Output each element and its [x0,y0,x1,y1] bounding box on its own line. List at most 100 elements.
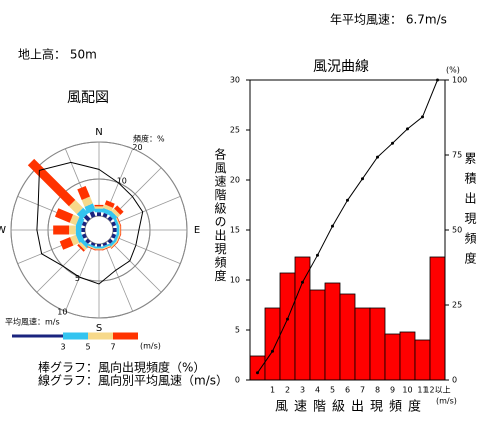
legend-title: 平均風速：m/s [5,317,60,327]
rose-bar [108,239,117,248]
rose-bar [83,214,91,222]
rose-r-label: 頻度：% [133,134,165,144]
note: 棒グラフ：風向出現頻度（%） [38,360,205,375]
note: 線グラフ：風向別平均風速（m/s） [38,373,228,388]
rose-bar [90,242,96,247]
line-marker [436,78,439,82]
rose-bar [75,216,85,228]
rose-bar [107,238,113,244]
bar [339,293,356,381]
line-marker [406,127,409,131]
rose-bar [116,217,121,227]
rose-bar [102,242,108,247]
legend-tick: 5 [85,343,90,352]
rose-bar [54,208,74,223]
rose-title: 風配図 [67,90,109,106]
hist-title: 風況曲線 [313,59,369,75]
r-tick-label: 10 [117,177,127,186]
line-marker [331,224,334,228]
y2-unit: (%) [446,66,460,75]
ring [47,178,151,282]
line-marker [346,198,349,202]
ring [10,141,188,319]
speed-line [36,161,144,285]
rose-bar [81,196,93,207]
rose-bar [117,234,122,243]
y-tick-label: 10 [230,276,240,285]
y2-tick-label: 0 [452,376,457,385]
legend-tick: 3 [60,343,65,352]
rose-bar [110,241,118,249]
bar [279,272,296,381]
rose-bar [81,221,87,227]
x-tick-label: 9 [390,386,395,395]
x-tick-label: 11 [417,386,427,395]
bar [294,256,311,381]
rose-bar [69,225,76,235]
rose-bar [53,225,70,235]
rose-bar [101,207,112,216]
mean-wind: 年平均風速： 6.7m/s [330,13,447,27]
rose-bar [120,225,122,235]
rose-bar [94,249,104,251]
rose-bar [27,158,76,207]
x-unit: (m/s) [436,397,457,406]
line-marker [256,371,259,375]
x-tick-label: 4 [315,386,320,395]
y-tick-label: 25 [230,126,240,135]
rose-bar [85,238,91,244]
rose-bar [94,248,104,250]
rose-bar [102,246,111,251]
rose-bar [76,207,89,220]
direction-label: N [95,127,102,138]
bar [399,331,416,381]
x-tick-label: 1 [270,386,275,395]
line-marker [421,115,424,119]
legend-swatch [88,332,113,340]
y2-tick-label: 100 [452,76,467,85]
rose-bar [97,212,101,216]
bar [309,289,326,381]
r-tick-label: 20 [132,143,142,152]
rose-bar [104,200,115,208]
rose-bar [111,208,121,218]
rose-bar [113,228,117,232]
x-tick-label: 10 [402,386,412,395]
rose-bar [94,204,104,207]
rose-bar [75,225,82,235]
bar [414,339,431,381]
rose-bar [78,241,88,251]
line-marker [301,280,304,284]
rose-bar [103,204,114,212]
rose-bar [108,211,118,221]
direction-label: E [194,225,200,236]
y2-tick-label: 75 [452,151,462,160]
y-tick-label: 15 [230,226,240,235]
legend-swatch [113,332,138,340]
rose-bar [81,233,87,239]
direction-label: S [96,323,102,334]
legend-unit: (m/s) [140,342,161,351]
legend-swatch [63,332,88,340]
rose-bar [113,218,120,228]
x-tick-label: 3 [300,386,305,395]
rose-bar [69,214,80,226]
bar [324,282,341,381]
y-tick-label: 0 [235,376,240,385]
rose-bar [116,225,120,235]
rose-bar [77,185,91,200]
rose-bar [116,233,121,243]
x-tick-label: 12以上 [424,386,450,395]
rose-bar [81,228,85,232]
rose-inner [84,215,114,245]
legend-swatch [12,334,63,338]
line-marker [316,253,319,257]
y-tick-label: 30 [230,76,240,85]
rose-bar [107,216,113,222]
bar [264,307,281,381]
x-tick-label: 5 [330,386,335,395]
x-tick-label: 2 [285,386,290,395]
rose-bar [89,211,96,218]
rose-bar [101,245,111,250]
